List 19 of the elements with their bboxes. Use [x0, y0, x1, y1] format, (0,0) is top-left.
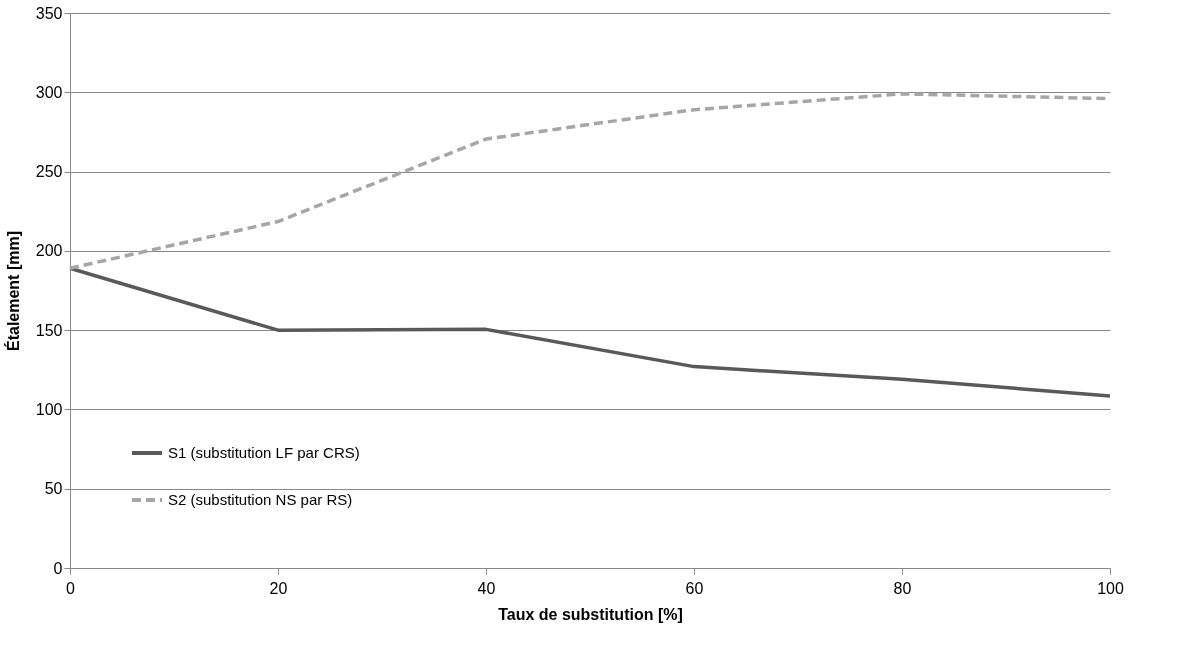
legend-label: S2 (substitution NS par RS)	[168, 491, 353, 508]
x-tick-label: 80	[893, 579, 912, 597]
y-tick-label: 250	[35, 163, 63, 181]
y-tick-label: 150	[35, 321, 63, 339]
x-axis-title: Taux de substitution [%]	[498, 605, 683, 623]
x-tick-label: 0	[66, 579, 76, 597]
x-tick-label: 100	[1097, 579, 1124, 597]
y-tick-label: 200	[35, 242, 63, 260]
x-tick-label: 60	[685, 579, 704, 597]
y-axis-title: Étalement [mm]	[3, 230, 22, 352]
x-tick-label: 40	[477, 579, 496, 597]
y-tick-label: 50	[44, 480, 63, 498]
line-series	[68, 266, 1112, 398]
y-tick-label: 0	[53, 559, 63, 577]
y-tick-label: 350	[35, 4, 63, 22]
x-tick-label: 20	[269, 579, 288, 597]
y-tick-label: 300	[35, 83, 63, 101]
y-tick-label: 100	[35, 400, 63, 418]
legend-label: S1 (substitution LF par CRS)	[168, 444, 360, 461]
